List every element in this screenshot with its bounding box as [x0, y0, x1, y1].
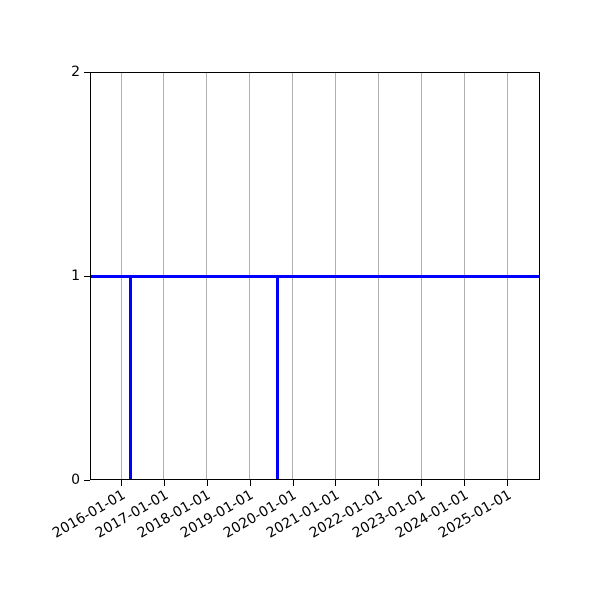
- series-dip-segment: [275, 276, 279, 480]
- y-tick: [84, 72, 90, 73]
- x-tick: [464, 480, 466, 486]
- x-tick: [121, 480, 122, 486]
- series-baseline-segment: [90, 274, 540, 278]
- x-tick: [507, 480, 508, 486]
- y-tick: [84, 276, 90, 277]
- x-tick: [421, 480, 423, 486]
- x-tick: [163, 480, 165, 486]
- y-tick-label: 0: [71, 472, 80, 488]
- x-tick: [249, 480, 251, 486]
- y-tick-label: 2: [71, 64, 80, 80]
- x-tick: [292, 480, 294, 486]
- x-tick: [206, 480, 208, 486]
- y-tick: [84, 480, 90, 481]
- x-tick: [335, 480, 337, 486]
- y-tick-label: 1: [71, 268, 80, 284]
- x-tick: [378, 480, 380, 486]
- series-dip-segment: [129, 276, 133, 480]
